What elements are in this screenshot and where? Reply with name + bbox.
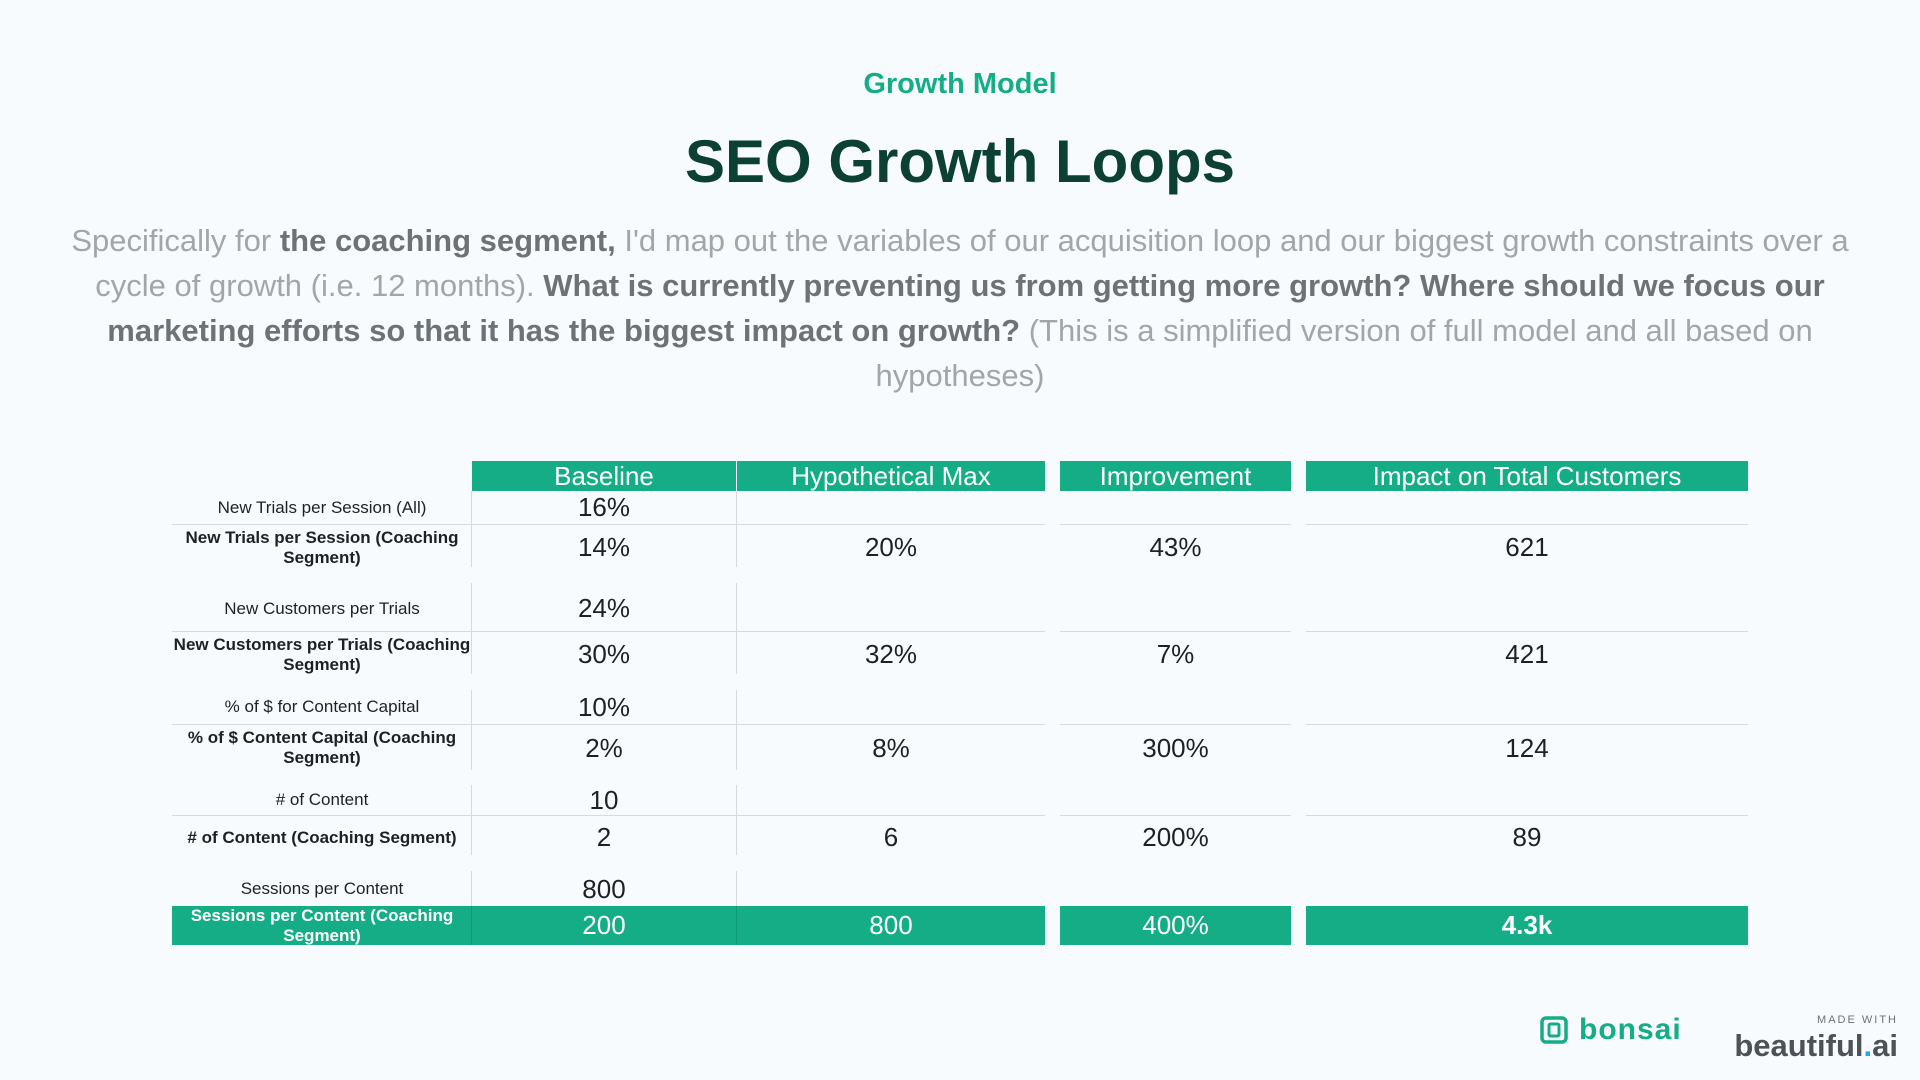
cell-improvement: 43% xyxy=(1149,531,1202,562)
row-label: New Trials per Session (Coaching Segment… xyxy=(185,528,459,567)
row-label: New Customers per Trials (Coaching Segme… xyxy=(173,635,471,674)
row-label: # of Content xyxy=(275,790,369,809)
final-row-bar xyxy=(172,906,1045,945)
beautiful-dot: . xyxy=(1863,1028,1873,1063)
row-label: Sessions per Content xyxy=(240,879,404,898)
row-divider xyxy=(1306,631,1748,632)
header-baseline: Baseline xyxy=(472,461,736,491)
cell-improvement: 400% xyxy=(1142,910,1209,940)
cell-impact: 4.3k xyxy=(1501,910,1553,940)
cell-baseline: 10% xyxy=(577,691,631,722)
bonsai-wordmark: bonsai xyxy=(1579,1013,1682,1046)
intro-text-4: What is currently preventing us from get… xyxy=(107,268,1825,348)
col-divider xyxy=(471,785,472,855)
col-divider xyxy=(736,906,737,945)
cell-baseline: 2% xyxy=(585,732,623,763)
bonsai-logo: bonsai xyxy=(1539,1012,1682,1048)
cell-max: 6 xyxy=(883,821,899,852)
cell-baseline: 16% xyxy=(577,492,631,522)
col-divider xyxy=(736,871,737,906)
cell-max: 32% xyxy=(864,638,918,669)
cell-baseline: 800 xyxy=(582,873,626,904)
row-divider xyxy=(1306,524,1748,525)
row-label: New Customers per Trials xyxy=(224,599,420,618)
header-hypothetical-max: Hypothetical Max xyxy=(737,461,1045,491)
intro-text-2: the coaching segment, xyxy=(279,223,616,258)
final-row-bar xyxy=(1060,906,1291,945)
cell-baseline: 10 xyxy=(589,784,619,815)
intro-text-3: I'd map out the variables of our acquisi… xyxy=(95,223,1849,303)
intro-paragraph: Specifically for the coaching segment, I… xyxy=(70,218,1850,398)
cell-baseline: 14% xyxy=(577,531,631,562)
cell-impact: 89 xyxy=(1512,821,1542,852)
col-divider xyxy=(736,583,737,674)
row-divider xyxy=(172,524,1045,525)
col-divider xyxy=(736,491,737,567)
cell-max: 20% xyxy=(864,531,918,562)
row-label: % of $ for Content Capital xyxy=(224,697,420,716)
col-divider xyxy=(736,785,737,855)
header-improvement: Improvement xyxy=(1060,461,1291,491)
row-divider xyxy=(1060,815,1291,816)
row-divider xyxy=(1306,815,1748,816)
cell-impact: 124 xyxy=(1505,732,1549,763)
header-impact: Impact on Total Customers xyxy=(1306,461,1748,491)
row-divider xyxy=(1060,631,1291,632)
row-divider xyxy=(172,631,1045,632)
cell-impact: 621 xyxy=(1505,531,1549,562)
cell-baseline: 24% xyxy=(577,592,631,623)
cell-impact: 421 xyxy=(1505,638,1549,669)
beautiful-ai-logo: beautiful.ai xyxy=(1720,1028,1898,1064)
row-divider xyxy=(1060,524,1291,525)
eyebrow-label: Growth Model xyxy=(863,68,1057,100)
row-divider xyxy=(1060,724,1291,725)
col-divider xyxy=(471,690,472,770)
cell-improvement: 200% xyxy=(1142,821,1209,852)
row-label: # of Content (Coaching Segment) xyxy=(187,828,457,847)
row-divider xyxy=(1306,724,1748,725)
bonsai-logo-icon xyxy=(1540,1016,1568,1044)
made-with-label: MADE WITH xyxy=(1817,1014,1898,1026)
page-title: SEO Growth Loops xyxy=(685,128,1235,195)
beautiful-word: beautiful xyxy=(1734,1028,1864,1063)
ai-word: ai xyxy=(1872,1028,1898,1063)
intro-text-1: Specifically for xyxy=(71,223,280,258)
cell-improvement: 7% xyxy=(1156,638,1195,669)
cell-baseline: 2 xyxy=(596,821,612,852)
cell-max: 8% xyxy=(872,732,910,763)
row-label: Sessions per Content (Coaching Segment) xyxy=(190,905,454,945)
col-divider xyxy=(471,871,472,906)
row-divider xyxy=(172,724,1045,725)
final-row-bar xyxy=(1306,906,1748,945)
cell-max: 800 xyxy=(869,910,913,940)
col-divider xyxy=(736,690,737,770)
cell-baseline: 30% xyxy=(577,638,631,669)
row-label: New Trials per Session (All) xyxy=(217,498,427,517)
col-divider xyxy=(471,491,472,567)
intro-text-5: (This is a simplified version of full mo… xyxy=(875,313,1813,393)
row-divider xyxy=(172,815,1045,816)
col-divider xyxy=(471,906,472,945)
col-divider xyxy=(471,583,472,674)
cell-baseline: 200 xyxy=(582,910,626,940)
row-label: % of $ Content Capital (Coaching Segment… xyxy=(187,728,457,767)
cell-improvement: 300% xyxy=(1142,732,1209,763)
